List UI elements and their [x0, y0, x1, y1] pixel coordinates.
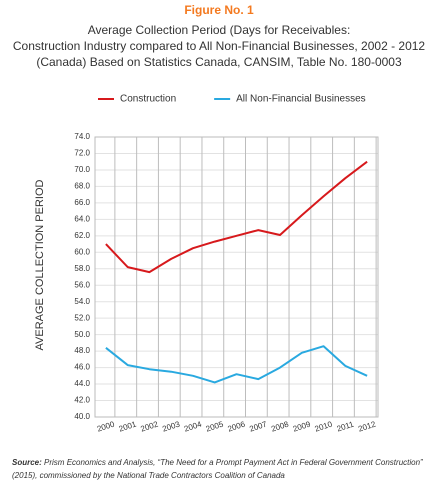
y-tick-label: 46.0	[74, 363, 90, 372]
y-tick-label: 70.0	[74, 165, 90, 174]
x-tick-label: 2000	[96, 419, 116, 433]
x-tick-label: 2005	[205, 419, 225, 433]
chart-title: Construction Industry compared to All No…	[13, 39, 426, 53]
x-tick-label: 2003	[161, 419, 181, 433]
source-note: Source: Prism Economics and Analysis, “T…	[12, 456, 426, 482]
data-line	[105, 160, 368, 274]
y-tick-label: 60.0	[74, 247, 90, 256]
data-line	[105, 345, 368, 384]
x-tick-label: 2011	[336, 420, 356, 434]
x-tick-label: 2002	[139, 419, 159, 433]
y-tick-label: 52.0	[74, 313, 90, 322]
y-tick-label: 64.0	[74, 214, 90, 223]
y-axis-label: AVERAGE COLLECTION PERIOD	[34, 179, 46, 350]
chart-title: Average Collection Period (Days for Rece…	[88, 23, 351, 37]
y-tick-label: 72.0	[74, 149, 90, 158]
legend-label: Construction	[120, 94, 176, 105]
x-tick-label: 2008	[270, 419, 290, 433]
chart-title: (Canada) Based on Statistics Canada, CAN…	[36, 55, 402, 69]
y-tick-label: 40.0	[74, 412, 90, 421]
x-tick-label: 2010	[314, 419, 334, 433]
source-label: Source:	[12, 458, 42, 467]
figure-label: Figure No. 1	[184, 3, 254, 17]
plot-frame	[94, 136, 379, 418]
source-text: Prism Economics and Analysis, “The Need …	[12, 458, 423, 480]
legend-label: All Non-Financial Businesses	[236, 94, 366, 105]
y-tick-label: 54.0	[74, 297, 90, 306]
x-tick-label: 2001	[118, 419, 138, 433]
x-tick-label: 2009	[292, 419, 312, 433]
y-tick-label: 66.0	[74, 198, 90, 207]
chart: Figure No. 1 Average Collection Period (…	[13, 3, 426, 434]
x-tick-label: 2006	[227, 419, 247, 433]
y-tick-label: 48.0	[74, 346, 90, 355]
x-tick-label: 2004	[183, 419, 203, 433]
x-tick-label: 2007	[248, 419, 268, 433]
x-tick-label: 2012	[357, 419, 377, 433]
y-tick-label: 74.0	[74, 132, 90, 141]
y-tick-label: 58.0	[74, 264, 90, 273]
y-tick-label: 56.0	[74, 280, 90, 289]
y-tick-label: 68.0	[74, 182, 90, 191]
y-tick-label: 50.0	[74, 330, 90, 339]
y-tick-label: 62.0	[74, 231, 90, 240]
y-tick-label: 44.0	[74, 379, 90, 388]
y-tick-label: 42.0	[74, 396, 90, 405]
